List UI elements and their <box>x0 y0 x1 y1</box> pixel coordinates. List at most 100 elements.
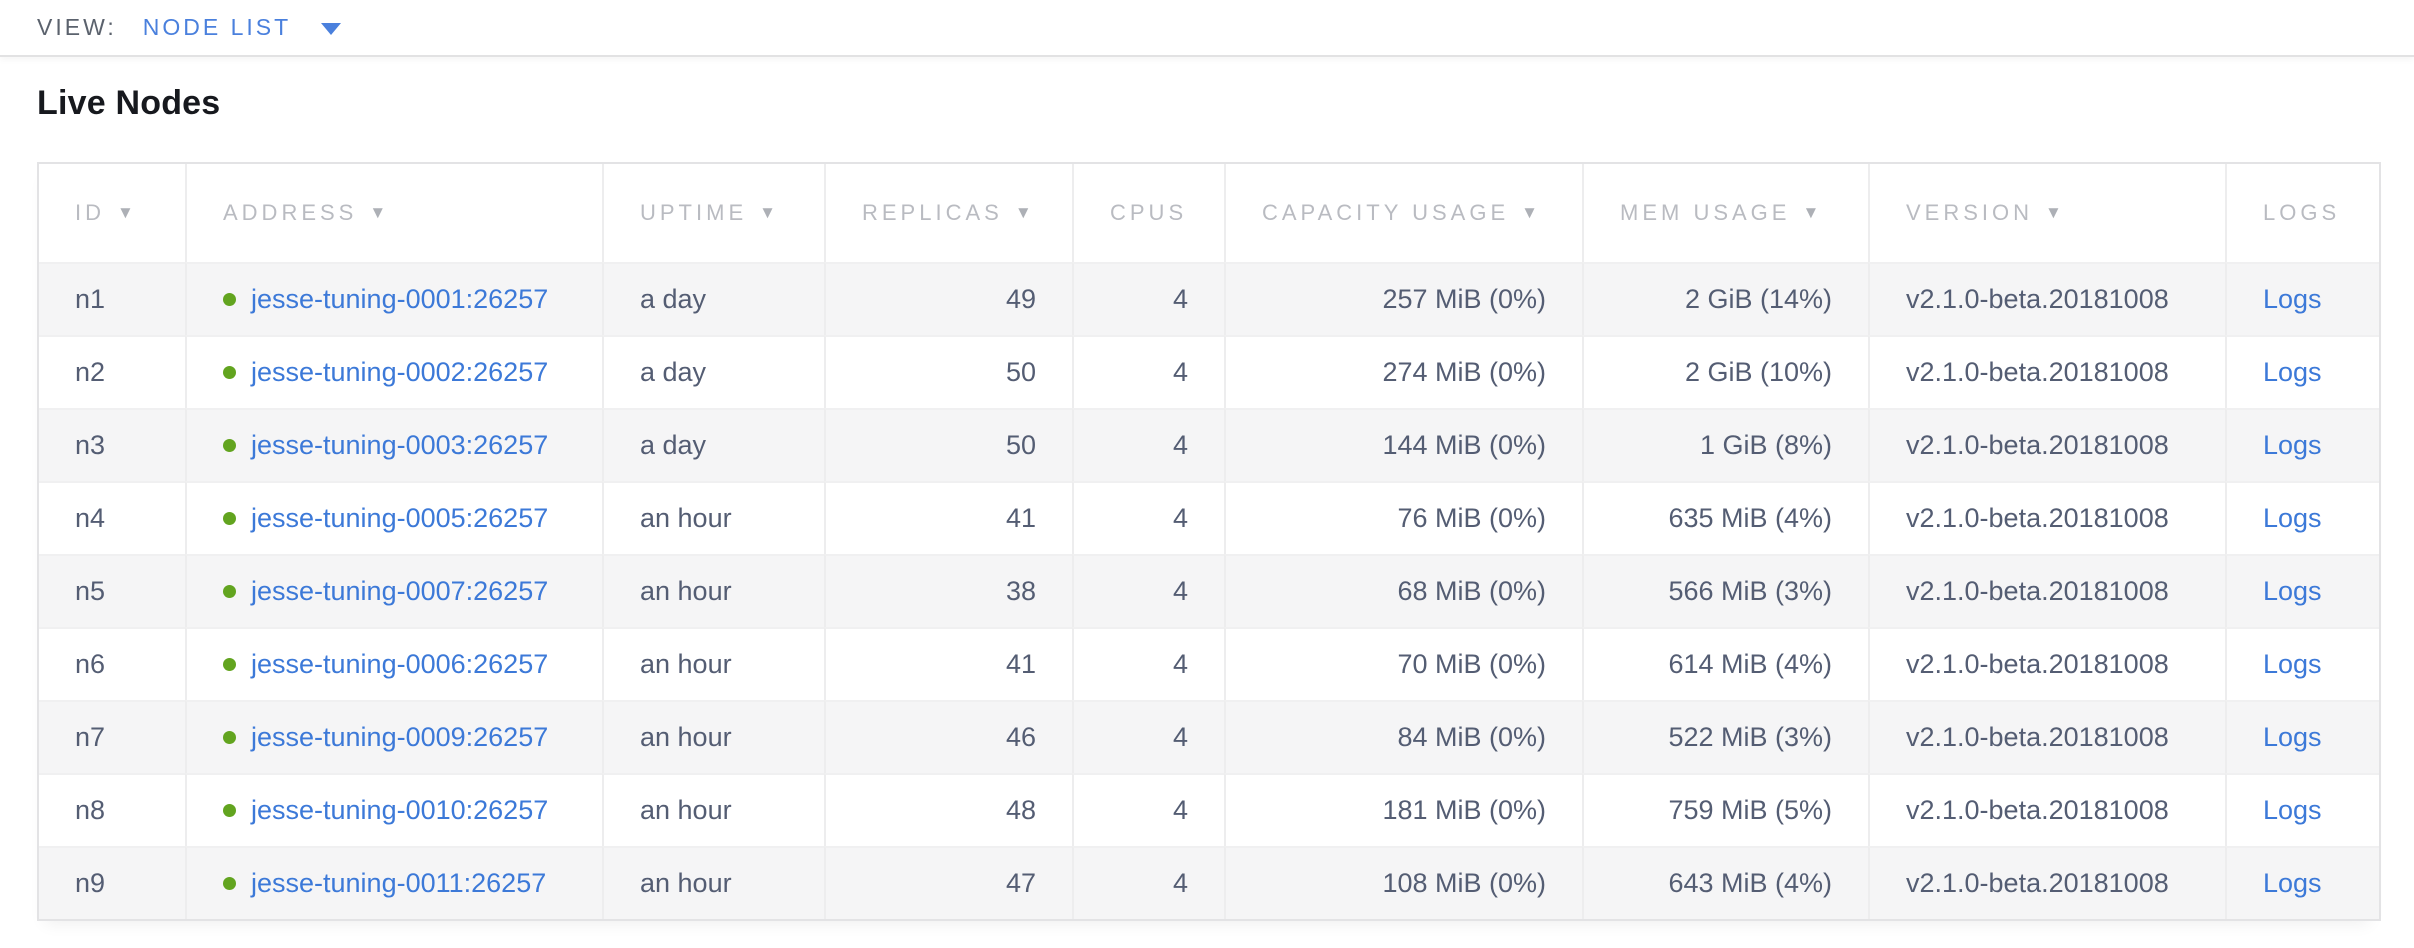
cell-value-mem_usage: 759 MiB (5%) <box>1668 795 1832 825</box>
cell-value-version: v2.1.0-beta.20181008 <box>1906 430 2169 460</box>
cell-logs: Logs <box>2225 408 2379 481</box>
cell-id: n7 <box>39 700 185 773</box>
cell-value-uptime: an hour <box>640 576 732 606</box>
cell-mem_usage: 1 GiB (8%) <box>1582 408 1868 481</box>
cell-value-mem_usage: 522 MiB (3%) <box>1668 722 1832 752</box>
cell-value-version: v2.1.0-beta.20181008 <box>1906 357 2169 387</box>
node-address-link[interactable]: jesse-tuning-0007:26257 <box>251 576 549 606</box>
cell-version: v2.1.0-beta.20181008 <box>1868 700 2225 773</box>
column-header-version[interactable]: VERSION ▼ <box>1868 164 2225 262</box>
logs-link[interactable]: Logs <box>2263 503 2322 533</box>
cell-version: v2.1.0-beta.20181008 <box>1868 408 2225 481</box>
cell-uptime: a day <box>602 408 824 481</box>
cell-address: jesse-tuning-0002:26257 <box>185 335 602 408</box>
cell-value-mem_usage: 614 MiB (4%) <box>1668 649 1832 679</box>
cell-value-capacity_usage: 144 MiB (0%) <box>1382 430 1546 460</box>
column-header-address[interactable]: ADDRESS ▼ <box>185 164 602 262</box>
column-header-label: REPLICAS <box>862 200 1003 225</box>
logs-link[interactable]: Logs <box>2263 649 2322 679</box>
view-label: VIEW: <box>37 14 117 40</box>
cell-replicas: 49 <box>824 262 1072 335</box>
cell-uptime: a day <box>602 335 824 408</box>
column-header-label: LOGS <box>2263 200 2341 225</box>
cell-cpus: 4 <box>1072 846 1224 919</box>
logs-link[interactable]: Logs <box>2263 430 2322 460</box>
column-header-label: VERSION <box>1906 200 2034 225</box>
cell-capacity_usage: 76 MiB (0%) <box>1224 481 1582 554</box>
cell-address: jesse-tuning-0006:26257 <box>185 627 602 700</box>
sort-desc-icon: ▼ <box>1521 203 1538 222</box>
cell-address: jesse-tuning-0003:26257 <box>185 408 602 481</box>
cell-id: n2 <box>39 335 185 408</box>
cell-value-capacity_usage: 181 MiB (0%) <box>1382 795 1546 825</box>
table-row: n8 jesse-tuning-0010:26257 an hour 48 4 181 M… <box>39 773 2379 846</box>
column-header-uptime[interactable]: UPTIME ▼ <box>602 164 824 262</box>
table-header-row: ID ▼ ADDRESS ▼ UPTIME ▼ REPLICAS ▼ CPUS CAPACITY … <box>39 164 2379 262</box>
logs-link[interactable]: Logs <box>2263 722 2322 752</box>
node-address-link[interactable]: jesse-tuning-0006:26257 <box>251 649 549 679</box>
cell-id: n4 <box>39 481 185 554</box>
node-address-link[interactable]: jesse-tuning-0003:26257 <box>251 430 549 460</box>
cell-address: jesse-tuning-0009:26257 <box>185 700 602 773</box>
cell-uptime: an hour <box>602 481 824 554</box>
node-address-link[interactable]: jesse-tuning-0011:26257 <box>251 868 547 898</box>
cell-cpus: 4 <box>1072 408 1224 481</box>
cell-value-id: n1 <box>75 284 106 314</box>
node-address-link[interactable]: jesse-tuning-0010:26257 <box>251 795 549 825</box>
logs-link[interactable]: Logs <box>2263 795 2322 825</box>
node-address-link[interactable]: jesse-tuning-0009:26257 <box>251 722 549 752</box>
cell-value-id: n5 <box>75 576 106 606</box>
cell-value-mem_usage: 643 MiB (4%) <box>1668 868 1832 898</box>
table-body: n1 jesse-tuning-0001:26257 a day 49 4 257 MiB… <box>39 262 2379 919</box>
cell-value-version: v2.1.0-beta.20181008 <box>1906 795 2169 825</box>
column-header-logs: LOGS <box>2225 164 2379 262</box>
page-title: Live Nodes <box>37 84 221 122</box>
table-row: n1 jesse-tuning-0001:26257 a day 49 4 257 MiB… <box>39 262 2379 335</box>
cell-uptime: an hour <box>602 554 824 627</box>
cell-capacity_usage: 70 MiB (0%) <box>1224 627 1582 700</box>
cell-address: jesse-tuning-0011:26257 <box>185 846 602 919</box>
cell-value-replicas: 41 <box>1005 649 1036 679</box>
cell-uptime: a day <box>602 262 824 335</box>
cell-id: n3 <box>39 408 185 481</box>
node-status-dot <box>223 658 236 671</box>
cell-value-id: n4 <box>75 503 106 533</box>
column-header-label: UPTIME <box>640 200 748 225</box>
cell-cpus: 4 <box>1072 262 1224 335</box>
cell-replicas: 38 <box>824 554 1072 627</box>
node-status-dot <box>223 877 236 890</box>
node-status-dot <box>223 366 236 379</box>
cell-value-uptime: a day <box>640 430 707 460</box>
cell-replicas: 50 <box>824 408 1072 481</box>
logs-link[interactable]: Logs <box>2263 357 2322 387</box>
node-address-link[interactable]: jesse-tuning-0005:26257 <box>251 503 549 533</box>
cell-capacity_usage: 108 MiB (0%) <box>1224 846 1582 919</box>
column-header-capacity_usage[interactable]: CAPACITY USAGE ▼ <box>1224 164 1582 262</box>
column-header-id[interactable]: ID ▼ <box>39 164 185 262</box>
cell-value-replicas: 50 <box>1005 430 1036 460</box>
cell-address: jesse-tuning-0007:26257 <box>185 554 602 627</box>
cell-version: v2.1.0-beta.20181008 <box>1868 481 2225 554</box>
cell-value-replicas: 48 <box>1005 795 1036 825</box>
column-header-cpus: CPUS <box>1072 164 1224 262</box>
cell-logs: Logs <box>2225 700 2379 773</box>
cell-capacity_usage: 144 MiB (0%) <box>1224 408 1582 481</box>
logs-link[interactable]: Logs <box>2263 576 2322 606</box>
cell-value-uptime: a day <box>640 357 707 387</box>
node-address-link[interactable]: jesse-tuning-0001:26257 <box>251 284 549 314</box>
cell-value-mem_usage: 635 MiB (4%) <box>1668 503 1832 533</box>
sort-desc-icon: ▼ <box>117 203 134 222</box>
logs-link[interactable]: Logs <box>2263 868 2322 898</box>
cell-mem_usage: 2 GiB (14%) <box>1582 262 1868 335</box>
cell-value-replicas: 50 <box>1005 357 1036 387</box>
view-selector-dropdown[interactable]: NODE LIST <box>143 14 342 41</box>
cell-value-uptime: an hour <box>640 795 732 825</box>
node-address-link[interactable]: jesse-tuning-0002:26257 <box>251 357 549 387</box>
logs-link[interactable]: Logs <box>2263 284 2322 314</box>
column-header-mem_usage[interactable]: MEM USAGE ▼ <box>1582 164 1868 262</box>
cell-value-capacity_usage: 108 MiB (0%) <box>1382 868 1546 898</box>
column-header-label: CAPACITY USAGE <box>1262 200 1510 225</box>
column-header-replicas[interactable]: REPLICAS ▼ <box>824 164 1072 262</box>
cell-value-capacity_usage: 84 MiB (0%) <box>1397 722 1546 752</box>
cell-value-cpus: 4 <box>1172 357 1188 387</box>
